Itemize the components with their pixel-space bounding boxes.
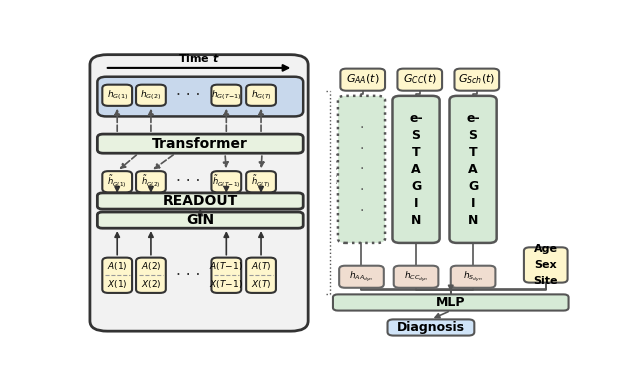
FancyBboxPatch shape	[451, 266, 495, 288]
FancyBboxPatch shape	[97, 212, 303, 228]
FancyBboxPatch shape	[524, 247, 568, 283]
FancyBboxPatch shape	[246, 171, 276, 192]
Text: $G_{CC}(t)$: $G_{CC}(t)$	[403, 73, 436, 86]
FancyBboxPatch shape	[136, 257, 166, 293]
FancyBboxPatch shape	[90, 55, 308, 331]
Text: · · · · ·: · · · · ·	[333, 152, 343, 184]
Text: $\tilde{h}_{G(1)}$: $\tilde{h}_{G(1)}$	[108, 173, 127, 190]
Text: $\tilde{h}_{G(T\!-\!1)}$: $\tilde{h}_{G(T\!-\!1)}$	[212, 173, 241, 190]
Text: · · ·: · · ·	[176, 88, 200, 103]
Text: GIN: GIN	[186, 213, 214, 227]
FancyBboxPatch shape	[136, 171, 166, 192]
FancyBboxPatch shape	[136, 85, 166, 106]
FancyBboxPatch shape	[97, 77, 303, 117]
Text: Transformer: Transformer	[152, 137, 248, 151]
Text: $\tilde{h}_{G(T)}$: $\tilde{h}_{G(T)}$	[252, 173, 271, 190]
FancyBboxPatch shape	[454, 69, 499, 91]
FancyBboxPatch shape	[392, 96, 440, 243]
Text: Diagnosis: Diagnosis	[397, 321, 465, 334]
Text: $h_{G(2)}$: $h_{G(2)}$	[140, 88, 161, 102]
Text: $X(T\!-\!1)$: $X(T\!-\!1)$	[209, 278, 243, 290]
Text: $A(1)$: $A(1)$	[107, 260, 127, 272]
Text: READOUT: READOUT	[163, 194, 238, 208]
FancyBboxPatch shape	[388, 319, 474, 335]
FancyBboxPatch shape	[102, 171, 132, 192]
Text: $X(2)$: $X(2)$	[141, 278, 161, 290]
Text: $h_{AA_{dyn}}$: $h_{AA_{dyn}}$	[349, 269, 374, 284]
Text: $G_{AA}(t)$: $G_{AA}(t)$	[346, 73, 380, 86]
Text: $h_{G(T)}$: $h_{G(T)}$	[251, 88, 271, 102]
FancyBboxPatch shape	[211, 171, 241, 192]
Text: Time $\boldsymbol{t}$: Time $\boldsymbol{t}$	[178, 52, 220, 65]
Text: e-
S
T
A
G
I
N: e- S T A G I N	[467, 112, 480, 227]
Text: $A(2)$: $A(2)$	[141, 260, 161, 272]
FancyBboxPatch shape	[338, 96, 385, 243]
FancyBboxPatch shape	[102, 85, 132, 106]
Text: $h_{G(1)}$: $h_{G(1)}$	[107, 88, 128, 102]
FancyBboxPatch shape	[394, 266, 438, 288]
Text: · · ·: · · ·	[176, 174, 200, 189]
FancyBboxPatch shape	[246, 85, 276, 106]
FancyBboxPatch shape	[97, 134, 303, 153]
Text: ·
·
·
·
·: · · · · ·	[359, 121, 364, 218]
FancyBboxPatch shape	[102, 257, 132, 293]
Text: $\tilde{h}_{G(2)}$: $\tilde{h}_{G(2)}$	[141, 173, 161, 190]
FancyBboxPatch shape	[211, 257, 241, 293]
FancyBboxPatch shape	[246, 257, 276, 293]
Text: $A(T)$: $A(T)$	[251, 260, 271, 272]
FancyBboxPatch shape	[449, 96, 497, 243]
Text: $h_{G(T\!-\!1)}$: $h_{G(T\!-\!1)}$	[211, 88, 242, 102]
Text: $A(T\!-\!1)$: $A(T\!-\!1)$	[209, 260, 243, 272]
Text: · · ·: · · ·	[176, 268, 200, 283]
Text: $h_{CC_{dyn}}$: $h_{CC_{dyn}}$	[404, 269, 428, 284]
Text: $X(1)$: $X(1)$	[107, 278, 127, 290]
Text: e-
S
T
A
G
I
N: e- S T A G I N	[409, 112, 423, 227]
FancyBboxPatch shape	[211, 85, 241, 106]
Text: $h_{S_{dyn}}$: $h_{S_{dyn}}$	[463, 269, 483, 284]
Text: Age
Sex
Site: Age Sex Site	[534, 244, 558, 286]
FancyBboxPatch shape	[397, 69, 442, 91]
FancyBboxPatch shape	[340, 69, 385, 91]
FancyBboxPatch shape	[339, 266, 384, 288]
Text: $G_{Sch}(t)$: $G_{Sch}(t)$	[458, 73, 495, 86]
Text: MLP: MLP	[436, 296, 465, 309]
FancyBboxPatch shape	[333, 295, 568, 311]
Text: $X(T)$: $X(T)$	[251, 278, 271, 290]
FancyBboxPatch shape	[97, 193, 303, 209]
